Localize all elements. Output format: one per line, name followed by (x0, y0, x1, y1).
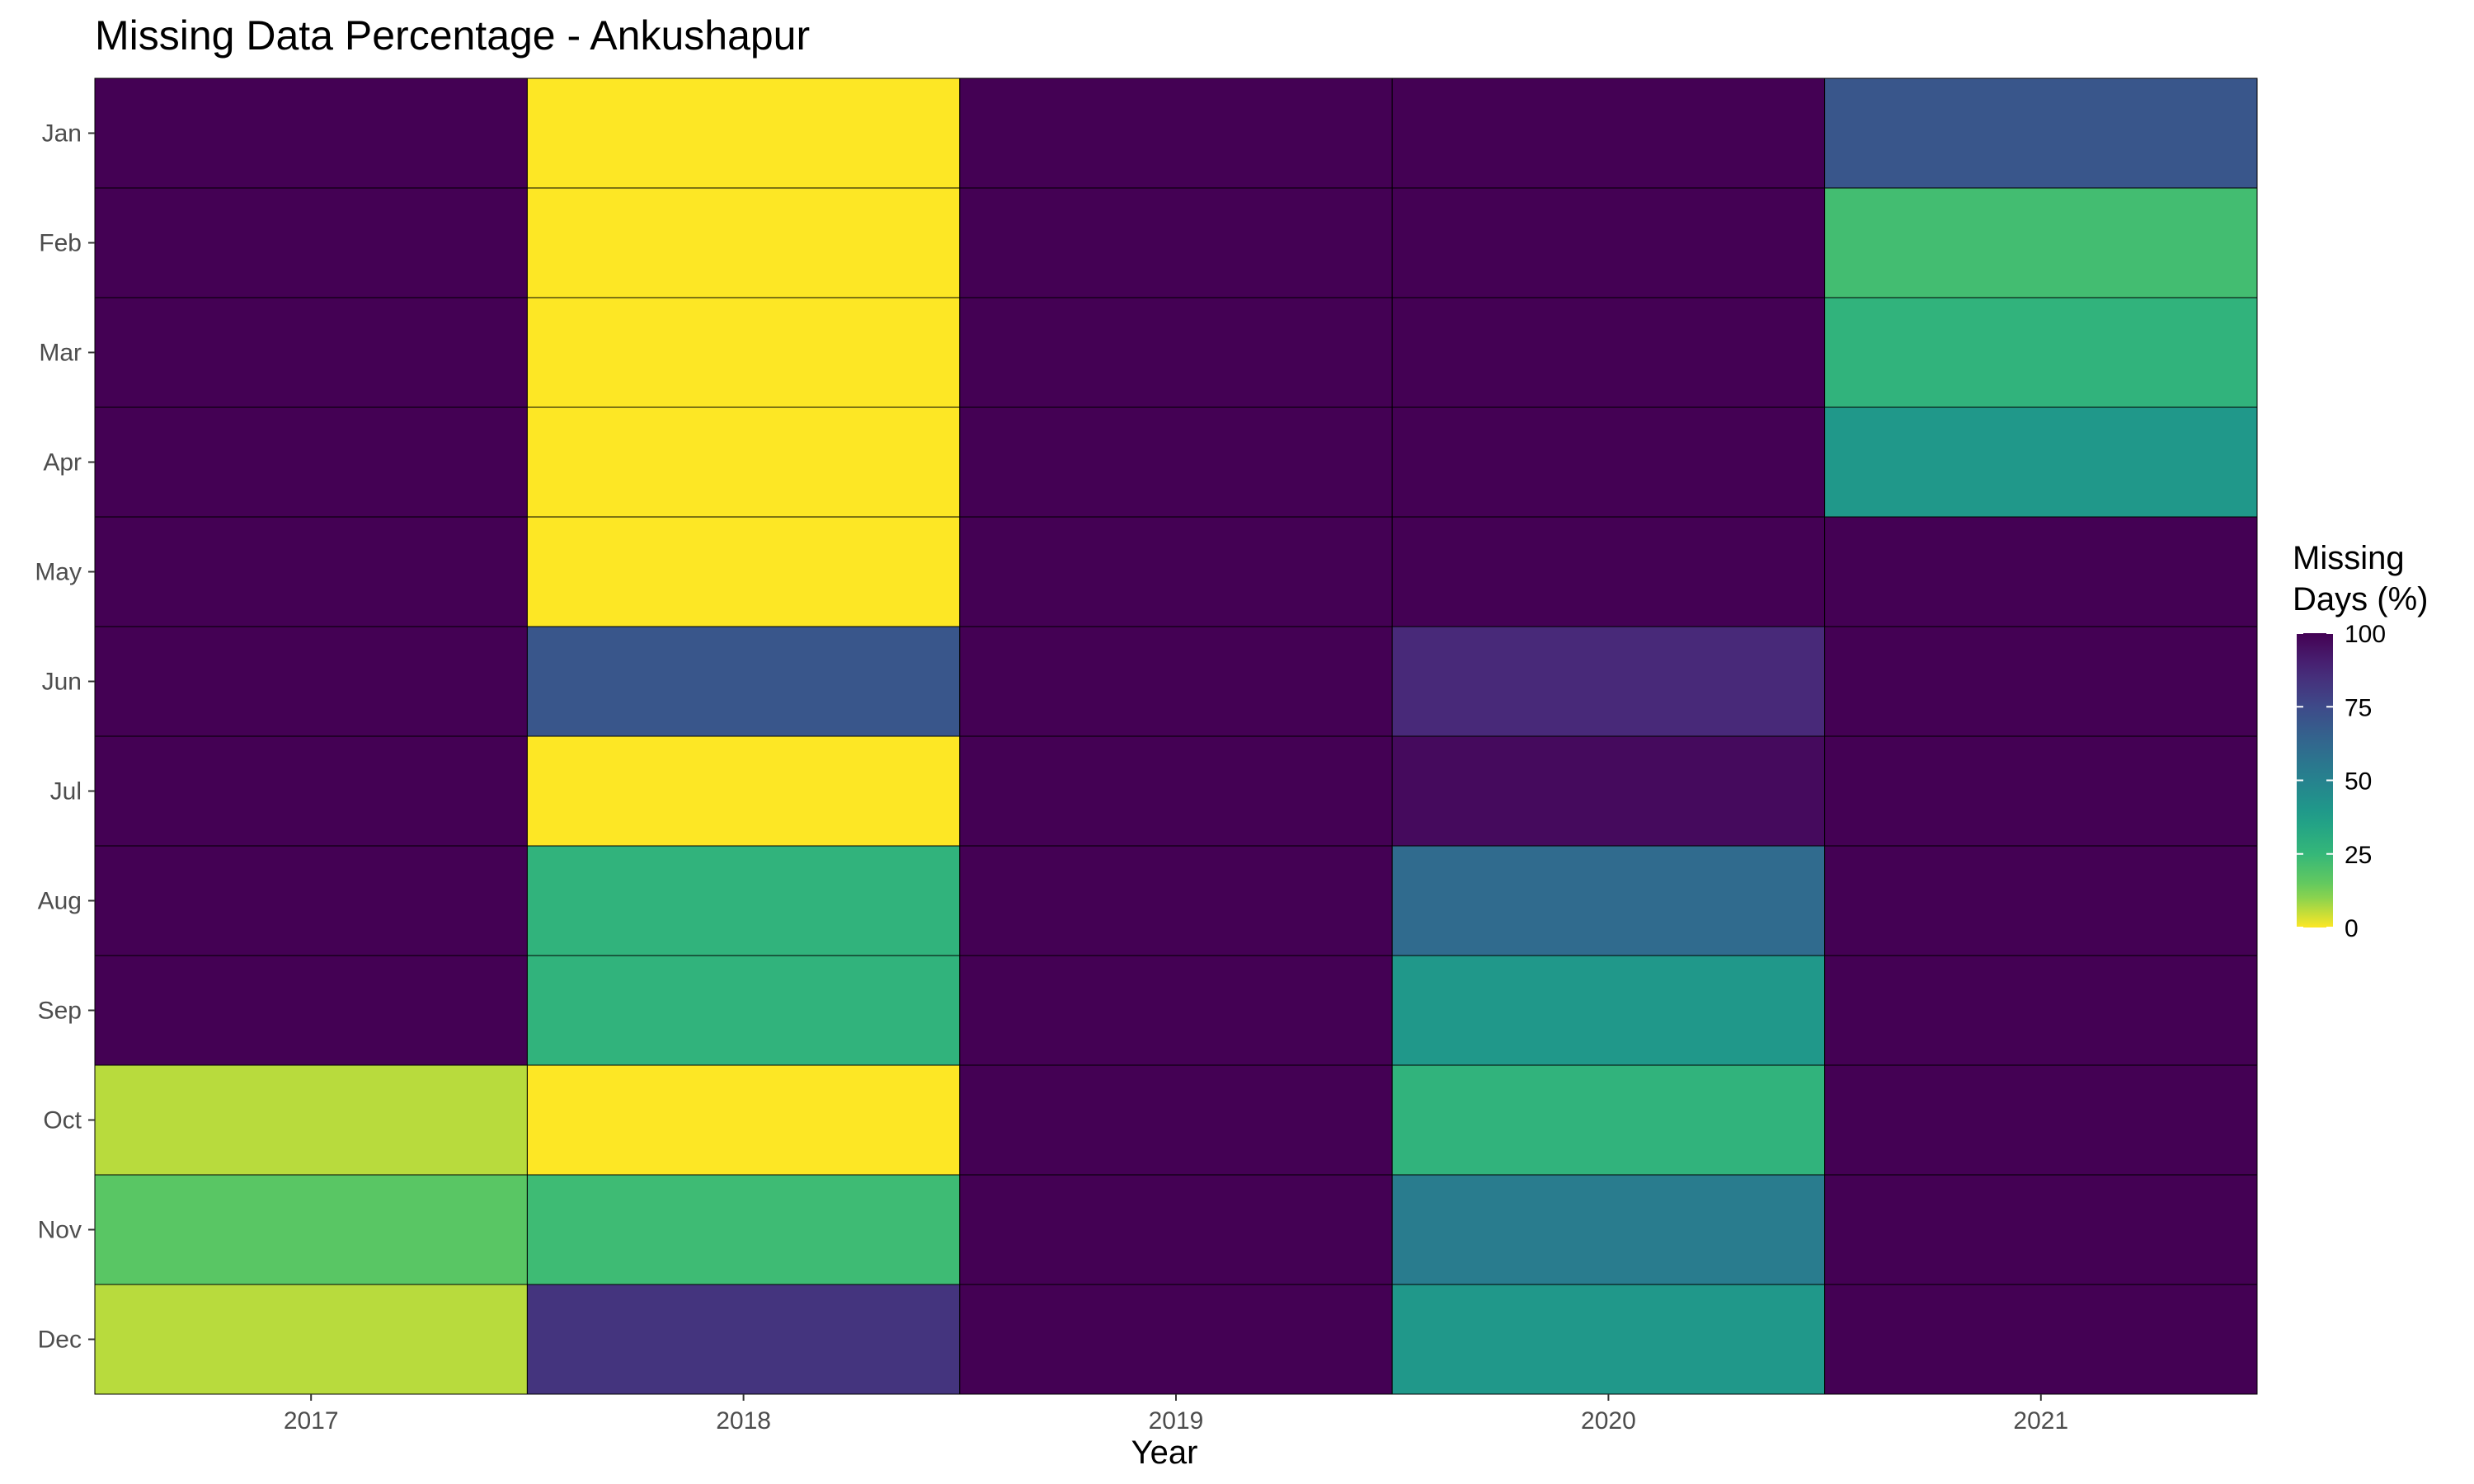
heatmap-cell-sep-2018 (526, 955, 961, 1066)
heatmap-cell-feb-2020 (1391, 187, 1826, 298)
heatmap-cell-feb-2017 (94, 187, 528, 298)
y-tick-label-may: May (35, 559, 82, 586)
heatmap-cell-may-2019 (959, 516, 1393, 627)
heatmap-cell-nov-2019 (959, 1174, 1393, 1285)
heatmap-cell-oct-2020 (1391, 1064, 1826, 1176)
heatmap-cell-jul-2021 (1824, 735, 2258, 847)
heatmap-cell-may-2017 (94, 516, 528, 627)
heatmap-cell-mar-2021 (1824, 297, 2258, 408)
y-tick-label-mar: Mar (39, 340, 82, 367)
heatmap-cell-jul-2018 (526, 735, 961, 847)
legend-tick-label-75: 75 (2345, 694, 2372, 721)
y-tick-label-jul: Jul (50, 778, 82, 805)
heatmap-cell-jul-2020 (1391, 735, 1826, 847)
legend-title-line-1: Missing (2293, 540, 2405, 576)
legend-tick-label-100: 100 (2345, 621, 2386, 648)
heatmap-cell-nov-2018 (526, 1174, 961, 1285)
x-tick-label-2021: 2021 (2013, 1407, 2068, 1435)
heatmap-cell-sep-2017 (94, 955, 528, 1066)
heatmap-cell-apr-2019 (959, 406, 1393, 518)
heatmap-cell-dec-2019 (959, 1284, 1393, 1395)
heatmap-cell-jun-2019 (959, 626, 1393, 737)
legend: Missing Days (%) 100 75 50 25 0 (2293, 540, 2428, 942)
heatmap-cells (94, 77, 2258, 1395)
y-tick-label-jan: Jan (42, 120, 82, 148)
heatmap-cell-aug-2020 (1391, 845, 1826, 956)
heatmap-cell-oct-2018 (526, 1064, 961, 1176)
heatmap-cell-jun-2020 (1391, 626, 1826, 737)
heatmap-cell-may-2020 (1391, 516, 1826, 627)
heatmap-cell-apr-2018 (526, 406, 961, 518)
heatmap-cell-aug-2021 (1824, 845, 2258, 956)
heatmap-cell-nov-2021 (1824, 1174, 2258, 1285)
heatmap-cell-feb-2019 (959, 187, 1393, 298)
heatmap-cell-aug-2019 (959, 845, 1393, 956)
heatmap-cell-jan-2019 (959, 77, 1393, 189)
heatmap-cell-oct-2021 (1824, 1064, 2258, 1176)
heatmap-cell-mar-2017 (94, 297, 528, 408)
y-tick-label-feb: Feb (39, 230, 82, 257)
heatmap-cell-mar-2020 (1391, 297, 1826, 408)
heatmap-cell-jun-2021 (1824, 626, 2258, 737)
legend-title-line-2: Days (%) (2293, 581, 2428, 618)
y-tick-label-dec: Dec (38, 1327, 82, 1354)
x-tick-label-2020: 2020 (1581, 1407, 1636, 1435)
heatmap-cell-apr-2020 (1391, 406, 1826, 518)
heatmap-cell-sep-2021 (1824, 955, 2258, 1066)
legend-tick-label-50: 50 (2345, 768, 2372, 796)
chart-title: Missing Data Percentage - Ankushapur (95, 12, 810, 59)
heatmap-cell-jan-2021 (1824, 77, 2258, 189)
heatmap-cell-jun-2017 (94, 626, 528, 737)
legend-ticks: 100 75 50 25 0 (2297, 621, 2386, 942)
heatmap-cell-jul-2017 (94, 735, 528, 847)
y-tick-label-sep: Sep (38, 998, 82, 1025)
x-tick-label-2017: 2017 (284, 1407, 339, 1435)
y-tick-label-aug: Aug (38, 888, 82, 915)
y-tick-label-nov: Nov (38, 1217, 82, 1244)
y-tick-label-jun: Jun (42, 669, 82, 696)
heatmap-cell-nov-2017 (94, 1174, 528, 1285)
heatmap-cell-dec-2020 (1391, 1284, 1826, 1395)
heatmap-cell-aug-2017 (94, 845, 528, 956)
y-tick-label-oct: Oct (43, 1107, 82, 1134)
legend-tick-label-0: 0 (2345, 915, 2359, 942)
heatmap-cell-oct-2017 (94, 1064, 528, 1176)
heatmap-cell-sep-2019 (959, 955, 1393, 1066)
heatmap-cell-may-2018 (526, 516, 961, 627)
legend-tick-label-25: 25 (2345, 842, 2372, 869)
heatmap-cell-mar-2019 (959, 297, 1393, 408)
heatmap-cell-dec-2021 (1824, 1284, 2258, 1395)
y-tick-label-apr: Apr (43, 449, 82, 477)
heatmap-cell-jun-2018 (526, 626, 961, 737)
x-axis-title: Year (1131, 1435, 1198, 1471)
heatmap-cell-jan-2018 (526, 77, 961, 189)
heatmap-cell-mar-2018 (526, 297, 961, 408)
heatmap-cell-dec-2018 (526, 1284, 961, 1395)
heatmap-cell-jul-2019 (959, 735, 1393, 847)
x-tick-label-2018: 2018 (716, 1407, 771, 1435)
heatmap-cell-jan-2020 (1391, 77, 1826, 189)
x-axis: 2017 2018 2019 2020 2021 (284, 1394, 2068, 1435)
x-tick-label-2019: 2019 (1149, 1407, 1204, 1435)
heatmap-cell-may-2021 (1824, 516, 2258, 627)
heatmap-cell-dec-2017 (94, 1284, 528, 1395)
heatmap-cell-apr-2021 (1824, 406, 2258, 518)
heatmap-cell-nov-2020 (1391, 1174, 1826, 1285)
heatmap-cell-oct-2019 (959, 1064, 1393, 1176)
heatmap-cell-sep-2020 (1391, 955, 1826, 1066)
y-axis: Jan Feb Mar Apr May Jun Jul Aug Sep Oct Nov Dec (35, 120, 95, 1354)
heatmap-cell-aug-2018 (526, 845, 961, 956)
heatmap-cell-jan-2017 (94, 77, 528, 189)
heatmap-cell-feb-2018 (526, 187, 961, 298)
heatmap-cell-feb-2021 (1824, 187, 2258, 298)
heatmap-cell-apr-2017 (94, 406, 528, 518)
